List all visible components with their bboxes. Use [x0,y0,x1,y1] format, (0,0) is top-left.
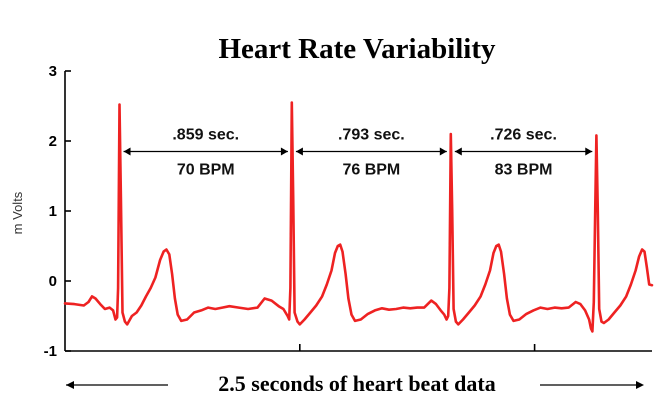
interval-bpm: 76 BPM [342,162,400,179]
y-tick-label: 3 [49,63,57,80]
interval-arrowhead [123,147,131,156]
interval-arrowhead [585,147,593,156]
chart-title: Heart Rate Variability [218,33,496,65]
x-axis-caption: 2.5 seconds of heart beat data [66,371,644,396]
interval-arrowhead [295,147,303,156]
interval-arrowhead [439,147,447,156]
caption-arrowhead-left [66,381,74,389]
interval-arrowhead [454,147,462,156]
interval-seconds: .726 sec. [490,127,557,144]
caption-arrowhead-right [636,381,644,389]
beat-interval: .726 sec. 83 BPM [454,127,593,179]
y-tick-label: 0 [49,273,57,290]
beat-intervals: .859 sec. 70 BPM .793 sec. 76 BPM .726 sec. 8… [123,127,593,179]
x-axis [65,344,652,352]
y-tick-label: 2 [49,133,57,150]
ecg-trace-line [63,101,654,333]
beat-interval: .793 sec. 76 BPM [295,127,447,179]
y-axis-label: m Volts [10,191,25,234]
beat-interval: .859 sec. 70 BPM [123,127,288,179]
interval-seconds: .859 sec. [172,127,239,144]
interval-bpm: 83 BPM [495,162,553,179]
y-tick-label: -1 [44,343,57,360]
interval-arrowhead [280,147,288,156]
y-tick-label: 1 [49,203,57,220]
x-axis-label: 2.5 seconds of heart beat data [218,371,495,396]
interval-seconds: .793 sec. [338,127,405,144]
interval-bpm: 70 BPM [177,162,235,179]
y-axis: 3 2 1 0 -1 [44,63,71,360]
